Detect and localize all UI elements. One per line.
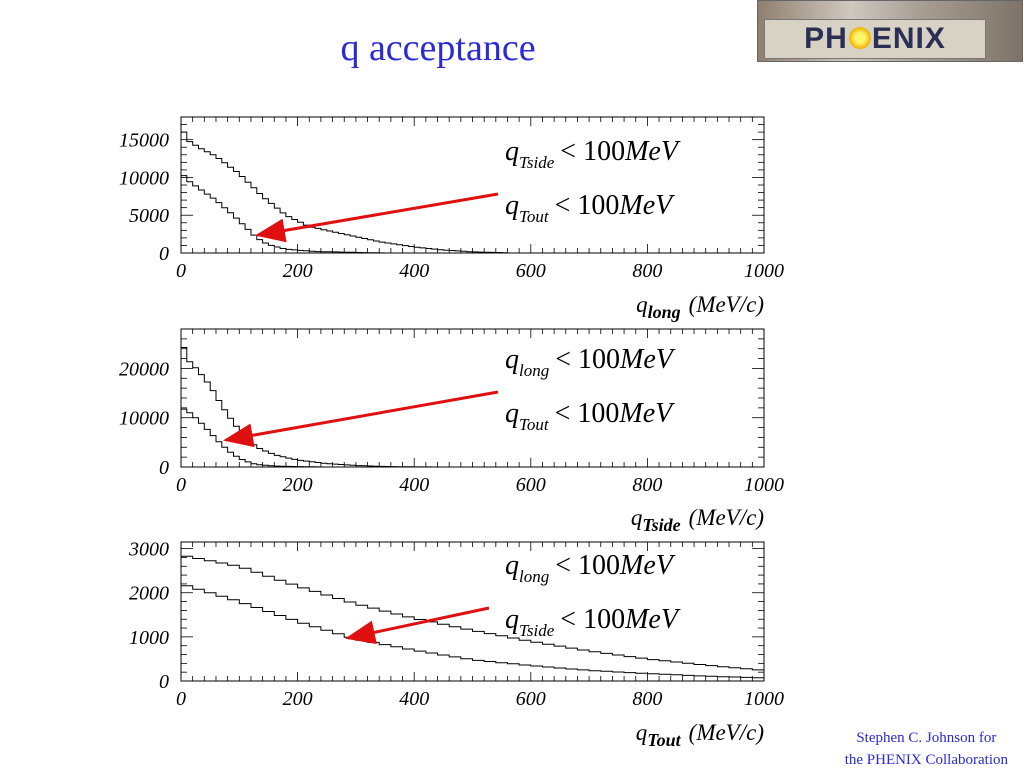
cut-condition-label: qlong < 100MeV <box>505 344 676 380</box>
y-tick-label: 5000 <box>129 205 169 227</box>
x-tick-label: 200 <box>283 688 313 710</box>
histogram-series <box>181 555 764 671</box>
x-tick-label: 0 <box>176 688 186 710</box>
x-tick-label: 1000 <box>744 260 784 282</box>
y-tick-label: 0 <box>159 243 169 265</box>
red-arrow <box>223 390 499 448</box>
phenix-logo: PH ENIX <box>757 0 1023 62</box>
logo-text-left: PH <box>804 22 848 55</box>
cut-condition-label: qTside < 100MeV <box>505 604 681 640</box>
x-tick-label: 200 <box>283 474 313 496</box>
y-tick-label: 10000 <box>119 167 169 189</box>
red-arrow <box>255 192 499 243</box>
y-tick-label: 10000 <box>119 408 169 430</box>
x-tick-label: 0 <box>176 474 186 496</box>
x-tick-label: 200 <box>283 260 313 282</box>
cut-condition-label: qTout < 100MeV <box>505 190 675 226</box>
x-tick-label: 800 <box>632 260 662 282</box>
phenix-logo-text: PH ENIX <box>764 19 986 59</box>
author-credit: Stephen C. Johnson for the PHENIX Collab… <box>845 727 1008 771</box>
x-axis-label: qlong (MeV/c) <box>636 292 764 322</box>
cut-condition-label: qlong < 100MeV <box>505 550 676 586</box>
histogram-series <box>181 175 385 254</box>
x-tick-label: 1000 <box>744 688 784 710</box>
histogram-series <box>181 408 327 468</box>
x-tick-label: 0 <box>176 260 186 282</box>
red-arrow <box>345 606 490 645</box>
x-tick-label: 1000 <box>744 474 784 496</box>
x-tick-label: 600 <box>516 688 546 710</box>
y-tick-label: 0 <box>159 671 169 693</box>
y-tick-label: 20000 <box>119 358 169 380</box>
x-tick-label: 800 <box>632 474 662 496</box>
x-tick-label: 800 <box>632 688 662 710</box>
histogram-series <box>181 585 764 679</box>
sun-icon <box>848 27 871 50</box>
y-tick-label: 15000 <box>119 130 169 152</box>
page-title: q acceptance <box>340 27 536 69</box>
x-axis-label: qTout (MeV/c) <box>636 720 764 750</box>
cut-condition-label: qTside < 100MeV <box>505 136 681 172</box>
author-line-1: Stephen C. Johnson for <box>856 730 997 746</box>
y-tick-label: 0 <box>159 457 169 479</box>
histogram-series <box>181 131 508 254</box>
x-tick-label: 400 <box>399 688 429 710</box>
y-tick-label: 2000 <box>129 583 169 605</box>
x-tick-label: 400 <box>399 260 429 282</box>
cut-condition-label: qTout < 100MeV <box>505 398 675 434</box>
author-line-2: the PHENIX Collaboration <box>844 752 1008 768</box>
x-tick-label: 600 <box>516 260 546 282</box>
x-tick-label: 600 <box>516 474 546 496</box>
histogram-series <box>181 347 444 468</box>
x-axis-label: qTside (MeV/c) <box>631 505 764 535</box>
y-tick-label: 3000 <box>128 539 169 561</box>
logo-text-right: ENIX <box>871 22 946 55</box>
y-tick-label: 1000 <box>129 627 169 649</box>
x-tick-label: 400 <box>399 474 429 496</box>
